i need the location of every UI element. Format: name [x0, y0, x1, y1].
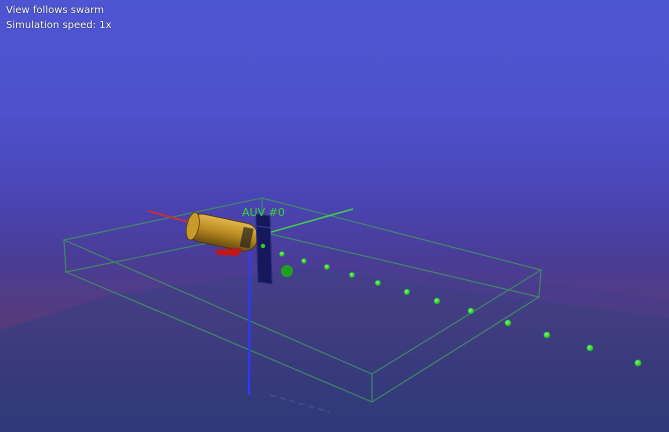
waypoint	[434, 298, 440, 304]
waypoint	[505, 320, 511, 326]
waypoint	[587, 345, 594, 352]
waypoint	[349, 272, 355, 278]
waypoint	[375, 280, 381, 286]
waypoint	[468, 308, 474, 314]
axis-z-line	[249, 238, 250, 395]
auv-fin-icon	[256, 214, 272, 284]
waypoint	[279, 251, 284, 256]
waypoint	[261, 244, 265, 248]
waypoint	[635, 360, 642, 367]
auv-label: AUV #0	[242, 206, 285, 219]
waypoint	[404, 289, 410, 295]
waypoint	[301, 258, 306, 263]
auv-position-marker	[281, 265, 293, 277]
waypoint	[324, 264, 330, 270]
waypoint	[544, 332, 551, 339]
